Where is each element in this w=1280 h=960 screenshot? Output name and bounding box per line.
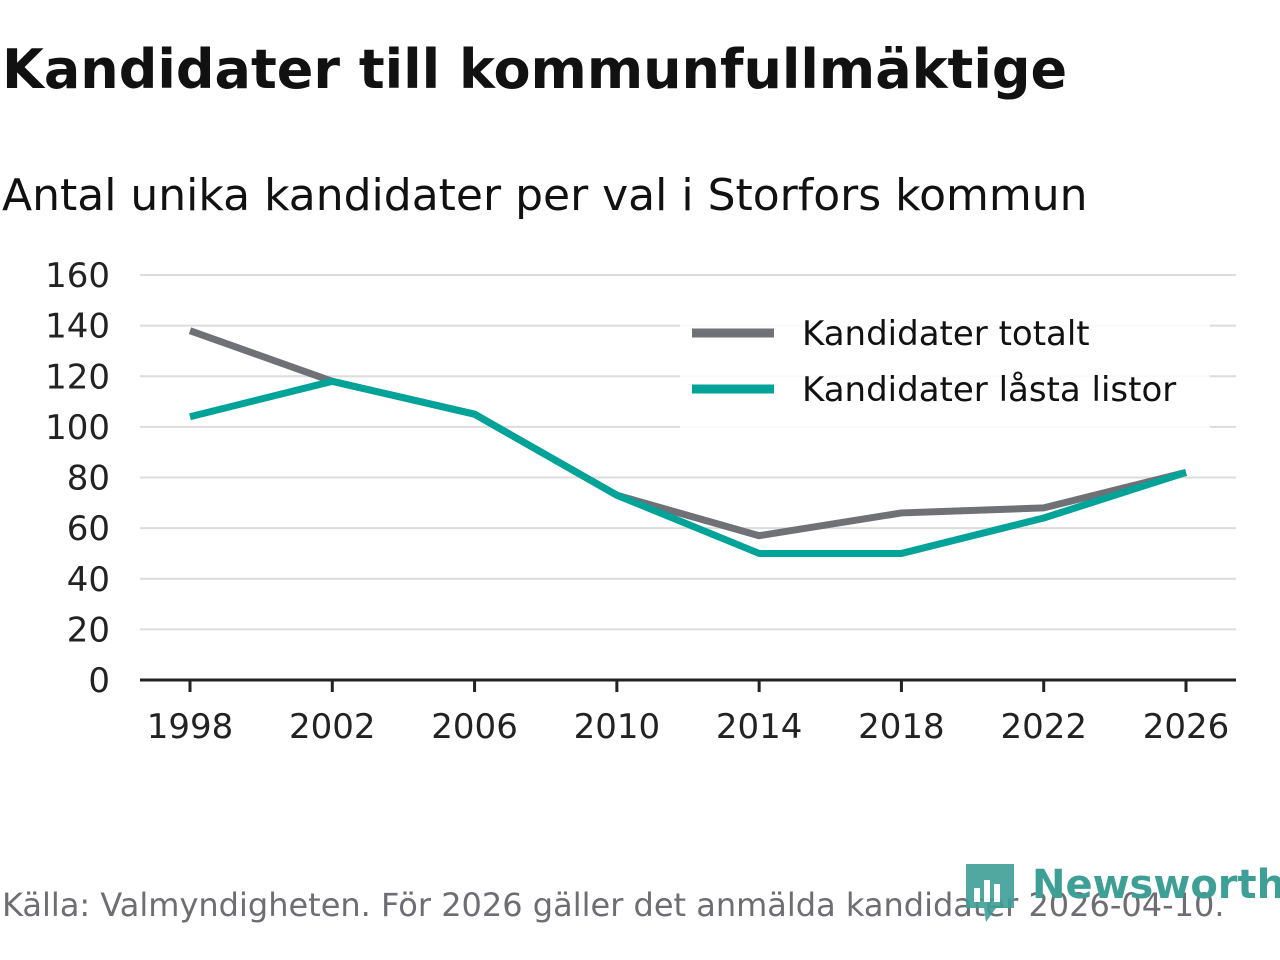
- source-note: Källa: Valmyndigheten. För 2026 gäller d…: [2, 886, 1225, 924]
- x-axis: 1998 2002 2006 2010 2014 2018 2022 2026: [140, 678, 1236, 747]
- chart-subtitle: Antal unika kandidater per val i Storfor…: [2, 170, 1088, 221]
- x-tick-label: 2018: [858, 707, 945, 747]
- y-tick-label: 40: [67, 560, 110, 600]
- x-tick-label: 2002: [289, 707, 376, 747]
- y-tick-label: 140: [45, 307, 110, 347]
- x-tick-label: 2022: [1000, 707, 1087, 747]
- x-tick-label: 1998: [147, 707, 234, 747]
- y-tick-label: 20: [67, 610, 110, 650]
- y-tick-label: 60: [67, 509, 110, 549]
- newsworthy-logo-icon: [966, 864, 1014, 922]
- y-tick-label: 80: [67, 459, 110, 499]
- y-axis-ticks: 0 20 40 60 80 100 120 140 160: [45, 256, 110, 701]
- legend-label: Kandidater totalt: [802, 314, 1090, 354]
- chart-title: Kandidater till kommunfullmäktige: [2, 38, 1068, 101]
- y-tick-label: 100: [45, 408, 110, 448]
- legend-background: [680, 300, 1210, 428]
- legend: Kandidater totalt Kandidater låsta listor: [680, 300, 1210, 428]
- brand-badge: Newsworthy: [962, 862, 1280, 924]
- brand-name: Newsworthy: [1032, 862, 1280, 908]
- y-tick-label: 0: [88, 661, 110, 701]
- series-lines: [188, 327, 1188, 557]
- series-line-1: [189, 377, 1188, 557]
- x-tick-label: 2010: [574, 707, 661, 747]
- x-tick-label: 2026: [1143, 707, 1230, 747]
- y-tick-label: 120: [45, 357, 110, 397]
- y-tick-label: 160: [45, 256, 110, 296]
- x-tick-label: 2014: [716, 707, 803, 747]
- legend-label: Kandidater låsta listor: [802, 370, 1176, 410]
- x-tick-label: 2006: [431, 707, 518, 747]
